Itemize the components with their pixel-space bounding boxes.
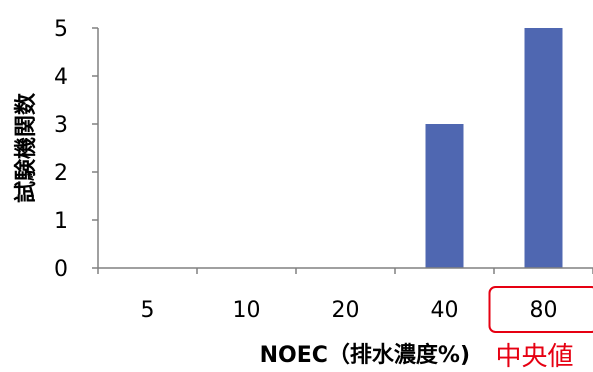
x-tick-label: 80 xyxy=(530,298,558,323)
x-axis-label: NOEC（排水濃度%) xyxy=(260,342,470,368)
median-highlight-box xyxy=(488,286,593,333)
x-tick-label: 40 xyxy=(431,298,459,323)
x-tick-label: 20 xyxy=(332,298,360,323)
bars xyxy=(425,28,563,268)
y-axis: 0 1 2 3 4 5 xyxy=(54,17,99,282)
y-tick-label: 1 xyxy=(54,209,68,234)
y-tick-label: 0 xyxy=(54,257,68,282)
x-tick-label: 5 xyxy=(141,298,155,323)
bar xyxy=(425,124,464,268)
y-tick-label: 2 xyxy=(54,161,68,186)
x-axis: 5 10 20 40 80 xyxy=(97,267,593,323)
median-label: 中央値 xyxy=(495,342,573,372)
y-tick-label: 4 xyxy=(54,65,68,90)
y-tick-label: 5 xyxy=(54,17,68,42)
y-tick-label: 3 xyxy=(54,113,68,138)
bar xyxy=(524,28,563,268)
x-tick-label: 10 xyxy=(233,298,261,323)
y-axis-label: 試験機関数 xyxy=(13,92,39,203)
